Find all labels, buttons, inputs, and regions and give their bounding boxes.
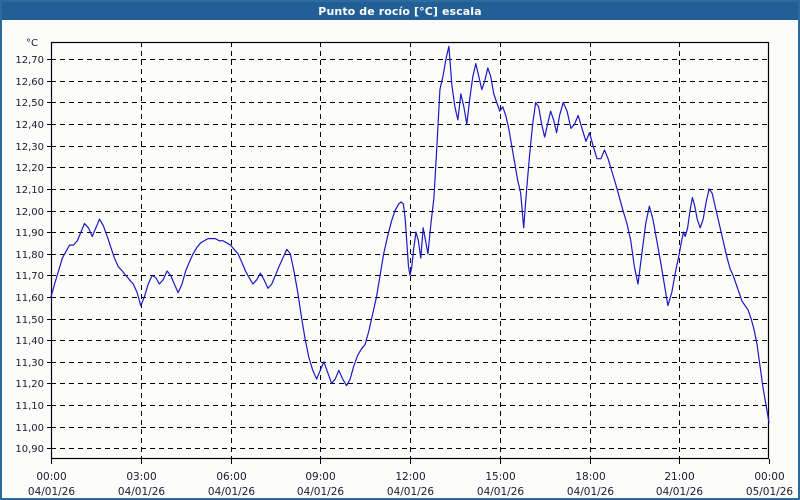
dew-point-series-line — [50, 45, 770, 423]
y-tick-label: 11,90 — [15, 228, 44, 239]
x-tick-date-label: 04/01/26 — [387, 486, 434, 498]
chart-plot-area: 12,70 12,60 12,50 12,40 12,30 12,20 12,10 12,00… — [2, 20, 798, 498]
y-tick-label: 11,30 — [15, 358, 44, 369]
y-axis-tick-labels: 12,70 12,60 12,50 12,40 12,30 12,20 12,10 12,00… — [15, 55, 44, 455]
x-tick-time-label: 12:00 — [395, 471, 425, 483]
y-tick-label: 10,90 — [15, 444, 44, 455]
y-tick-label: 12,00 — [15, 207, 44, 218]
y-tick-label: 12,60 — [15, 77, 44, 88]
x-tick-date-label: 05/01/26 — [746, 486, 793, 498]
x-tick-date-label: 04/01/26 — [28, 486, 75, 498]
y-tick-label: 11,70 — [15, 271, 44, 282]
y-tick-label: 11,50 — [15, 315, 44, 326]
x-tick-date-label: 04/01/26 — [477, 486, 524, 498]
y-tick-label: 11,10 — [15, 401, 44, 412]
x-tick-time-label: 09:00 — [305, 471, 335, 483]
gridlines-group — [51, 42, 769, 459]
x-axis-tick-labels: 00:00 04/01/26 03:00 04/01/26 06:00 04/01/26 0… — [28, 471, 793, 498]
x-tick-date-label: 04/01/26 — [118, 486, 165, 498]
y-tick-label: 12,10 — [15, 185, 44, 196]
y-tick-label: 12,20 — [15, 163, 44, 174]
x-tick-time-label: 00:00 — [754, 471, 784, 483]
y-tick-label: 11,00 — [15, 423, 44, 434]
y-tick-label: 11,60 — [15, 293, 44, 304]
y-axis-unit-label: °C — [26, 38, 38, 49]
y-tick-label: 11,40 — [15, 336, 44, 347]
y-tick-label: 12,70 — [15, 55, 44, 66]
y-tick-label: 12,40 — [15, 120, 44, 131]
y-tick-label: 12,30 — [15, 142, 44, 153]
x-tick-time-label: 18:00 — [575, 471, 605, 483]
x-tick-date-label: 04/01/26 — [208, 486, 255, 498]
y-tick-label: 11,20 — [15, 379, 44, 390]
page-title: Punto de rocío [°C] escala — [318, 4, 482, 18]
x-tick-time-label: 03:00 — [126, 471, 156, 483]
x-tick-time-label: 06:00 — [216, 471, 246, 483]
dew-point-line-chart: 12,70 12,60 12,50 12,40 12,30 12,20 12,10 12,00… — [15, 38, 793, 498]
y-tick-label: 11,80 — [15, 250, 44, 261]
window-title-bar: Punto de rocío [°C] escala — [2, 2, 798, 20]
y-tick-label: 12,50 — [15, 98, 44, 109]
x-tick-time-label: 15:00 — [485, 471, 515, 483]
x-tick-date-label: 04/01/26 — [567, 486, 614, 498]
x-tick-date-label: 04/01/26 — [297, 486, 344, 498]
x-tick-time-label: 21:00 — [664, 471, 694, 483]
x-tick-time-label: 00:00 — [36, 471, 66, 483]
axes-frame — [47, 41, 770, 464]
x-tick-date-label: 04/01/26 — [656, 486, 703, 498]
